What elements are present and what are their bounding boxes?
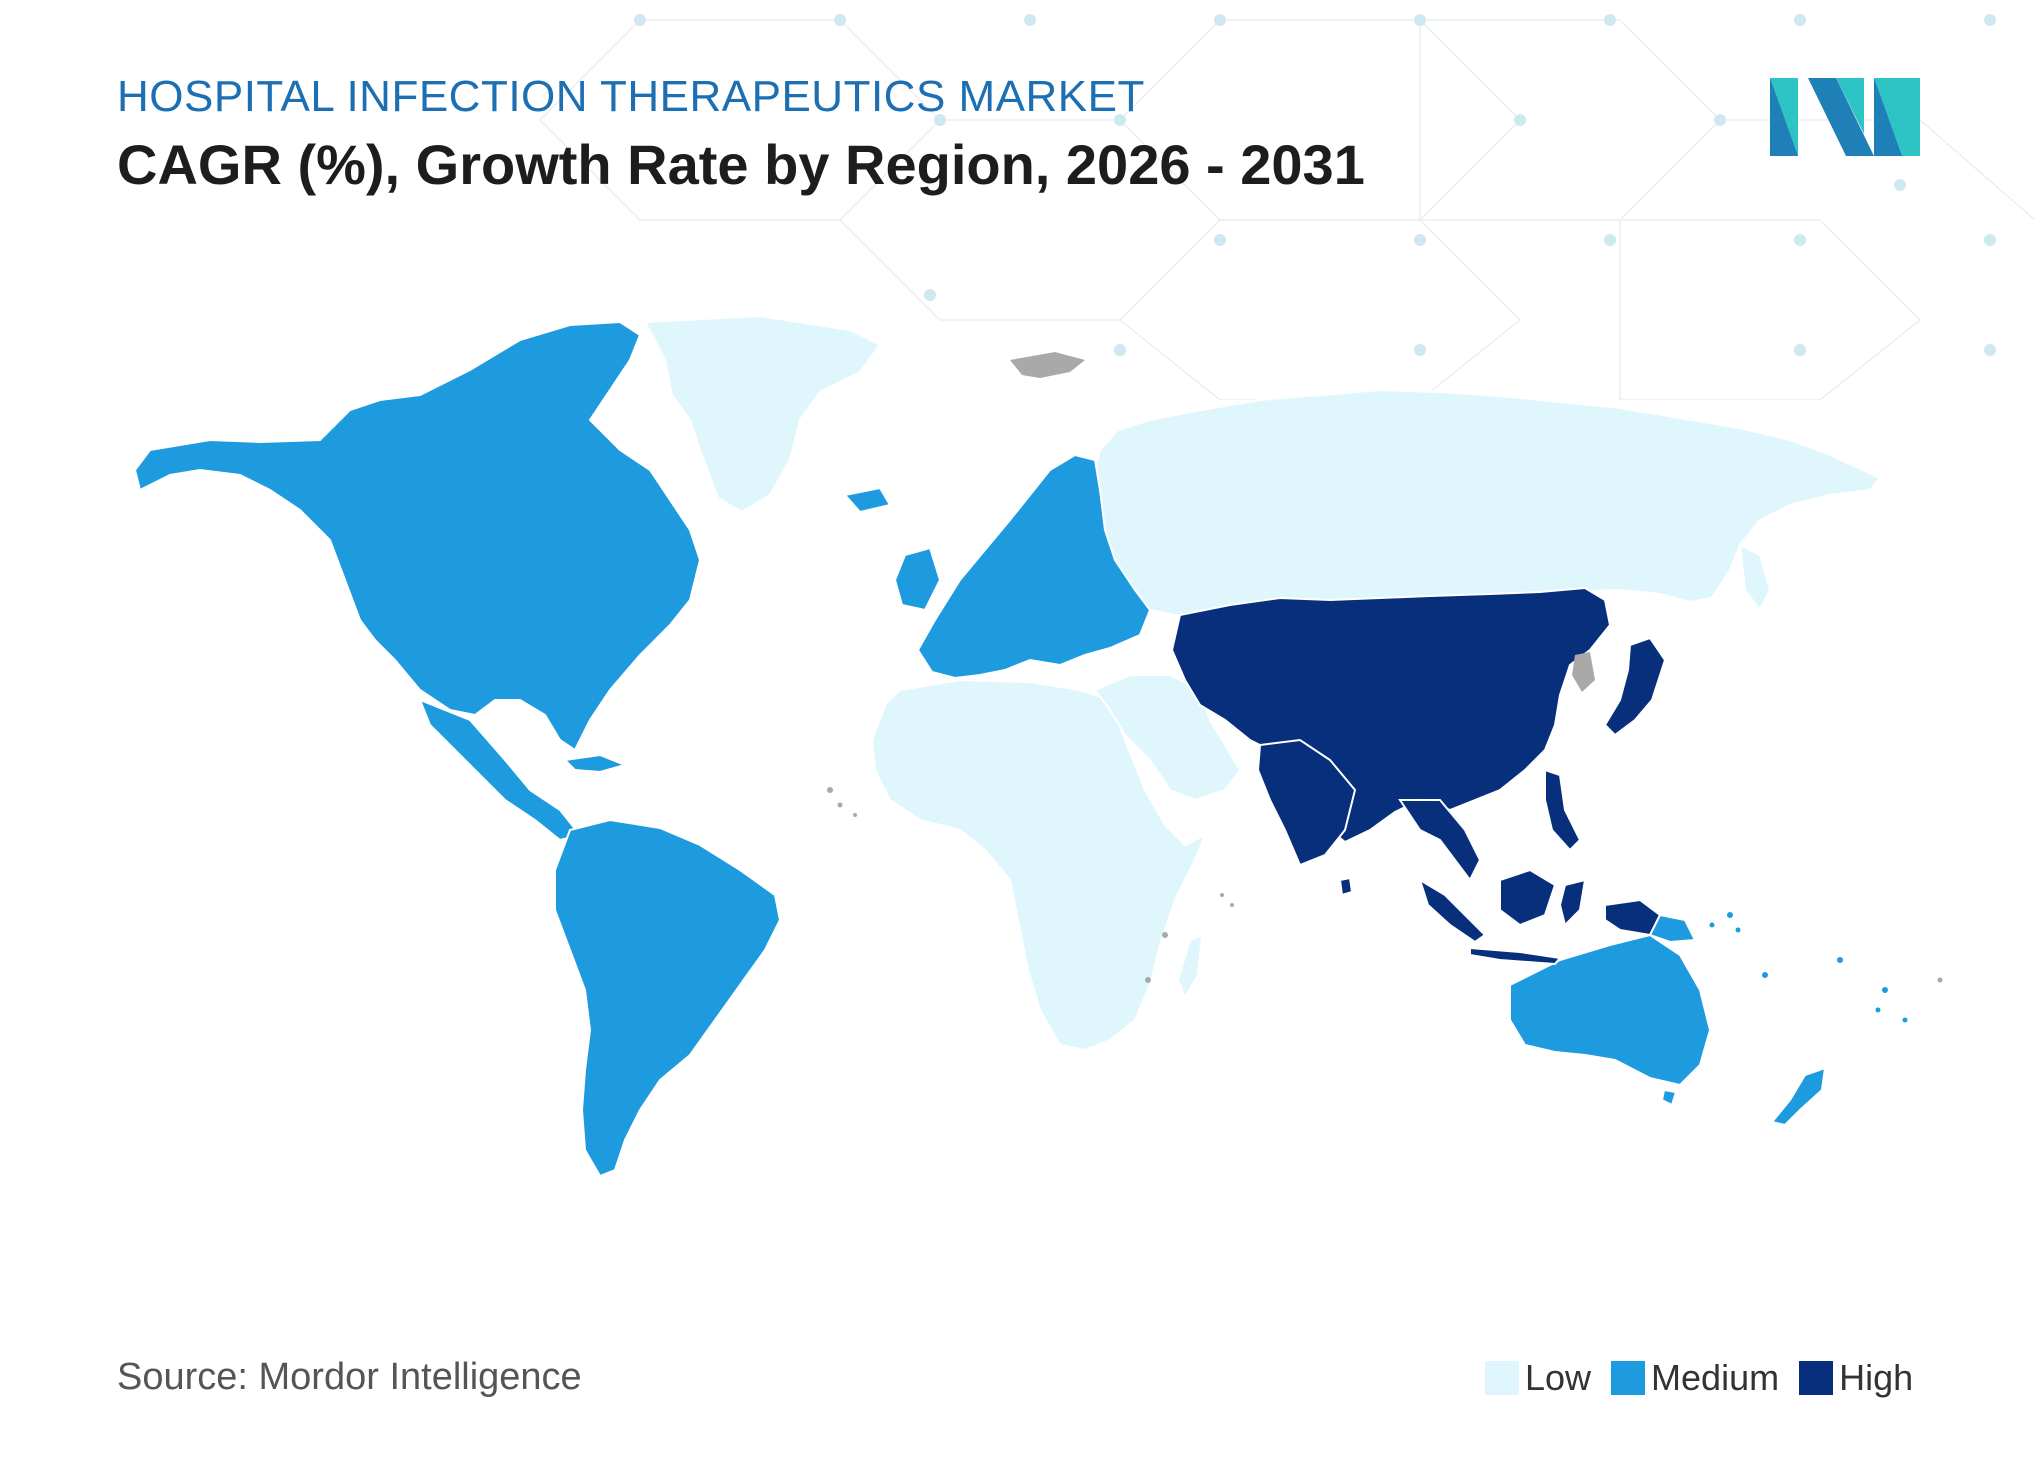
background-pattern: [538, 14, 2035, 400]
sumatra: [1418, 877, 1487, 944]
central-america: [418, 698, 582, 842]
legend-label-medium: Medium: [1651, 1357, 1780, 1398]
tasmania: [1660, 1088, 1678, 1107]
africa: [870, 678, 1207, 1052]
madagascar: [1176, 933, 1204, 1001]
map-legend: Low Medium High: [1485, 1357, 1913, 1399]
java: [1469, 946, 1562, 966]
new-zealand: [1770, 1066, 1827, 1127]
arctic-islands-no-data: [1010, 352, 1085, 378]
kamchatka: [1738, 543, 1772, 612]
legend-label-low: Low: [1525, 1357, 1592, 1398]
legend-swatch-medium: [1611, 1361, 1646, 1395]
caribbean: [562, 753, 629, 774]
australia: [1509, 933, 1712, 1087]
region-low: [643, 314, 1882, 1052]
borneo: [1499, 868, 1557, 927]
source-credit: Source: Mordor Intelligence: [117, 1356, 582, 1398]
legend-swatch-high: [1799, 1361, 1834, 1395]
legend-item-medium: Medium: [1611, 1357, 1779, 1399]
uk-ireland: [893, 546, 942, 612]
asia: [1170, 586, 1612, 844]
japan: [1603, 636, 1667, 737]
greenland: [643, 314, 882, 514]
sulawesi: [1558, 878, 1587, 927]
south-america: [554, 818, 782, 1178]
map-subtitle: HOSPITAL INFECTION THERAPEUTICS MARKET: [117, 72, 1145, 121]
pacific-islands: [1709, 912, 1908, 1023]
legend-label-high: High: [1839, 1357, 1914, 1398]
iceland: [843, 486, 892, 514]
legend-item-high: High: [1799, 1357, 1913, 1399]
mordor-intelligence-logo: [1770, 78, 1920, 156]
header: HOSPITAL INFECTION THERAPEUTICS MARKET C…: [117, 72, 1365, 197]
europe: [916, 453, 1152, 680]
india: [1256, 738, 1357, 867]
legend-item-low: Low: [1485, 1357, 1591, 1399]
region-no-data: [827, 352, 1943, 983]
southeast-asia: [1398, 799, 1482, 882]
region-medium: [133, 320, 1827, 1178]
north-america: [133, 320, 702, 752]
korea-no-data: [1572, 652, 1595, 692]
region-high: [1170, 586, 1667, 966]
sri-lanka: [1338, 876, 1354, 897]
papua-new-guinea: [1648, 913, 1697, 944]
philippines: [1544, 768, 1582, 852]
legend-swatch-low: [1485, 1361, 1519, 1395]
map-title: CAGR (%), Growth Rate by Region, 2026 - …: [117, 133, 1365, 196]
